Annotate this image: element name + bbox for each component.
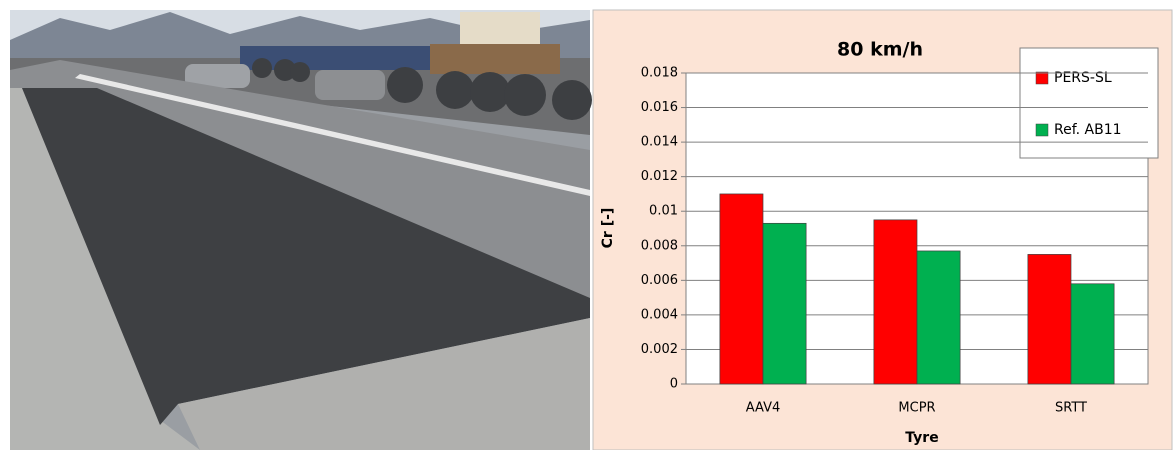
y-tick-label: 0.008: [641, 238, 678, 253]
car: [315, 70, 385, 100]
car: [185, 64, 250, 88]
legend-label: PERS-SL: [1054, 70, 1112, 86]
y-tick-label: 0: [670, 377, 678, 392]
y-tick-label: 0.002: [641, 342, 678, 357]
wall: [430, 44, 560, 74]
x-axis-title: Tyre: [905, 430, 938, 446]
y-tick-label: 0.018: [641, 66, 678, 81]
y-tick-label: 0.016: [641, 100, 678, 115]
y-tick-label: 0.006: [641, 273, 678, 288]
legend-swatch: [1035, 71, 1049, 85]
y-tick-label: 0.012: [641, 169, 678, 184]
x-tick-label: MCPR: [898, 401, 935, 416]
legend: PERS-SL Ref. AB11: [1019, 47, 1159, 159]
bar: [1070, 283, 1115, 385]
y-tick-label: 0.014: [641, 135, 678, 150]
bar: [873, 219, 918, 385]
asphalt: [10, 60, 590, 300]
legend-swatch: [1035, 123, 1049, 137]
curb-area: [178, 318, 590, 450]
pavers: [22, 88, 590, 425]
building: [460, 12, 540, 44]
road-marking: [75, 74, 590, 196]
y-axis-title: Cr [-]: [600, 208, 616, 249]
x-tick-label: SRTT: [1055, 401, 1087, 416]
bar: [916, 250, 961, 385]
coils: [252, 58, 592, 120]
legend-label: Ref. AB11: [1054, 122, 1122, 138]
y-tick-label: 0.01: [649, 204, 678, 219]
y-tick-label: 0.004: [641, 307, 678, 322]
bar: [762, 222, 807, 385]
sidewalk: [10, 88, 200, 450]
legend-box: [1019, 47, 1159, 159]
road-photo: [10, 10, 592, 450]
chart-title: 80 km/h: [837, 39, 923, 61]
bar: [719, 193, 764, 385]
bar: [1027, 254, 1072, 385]
x-tick-label: AAV4: [746, 401, 780, 416]
